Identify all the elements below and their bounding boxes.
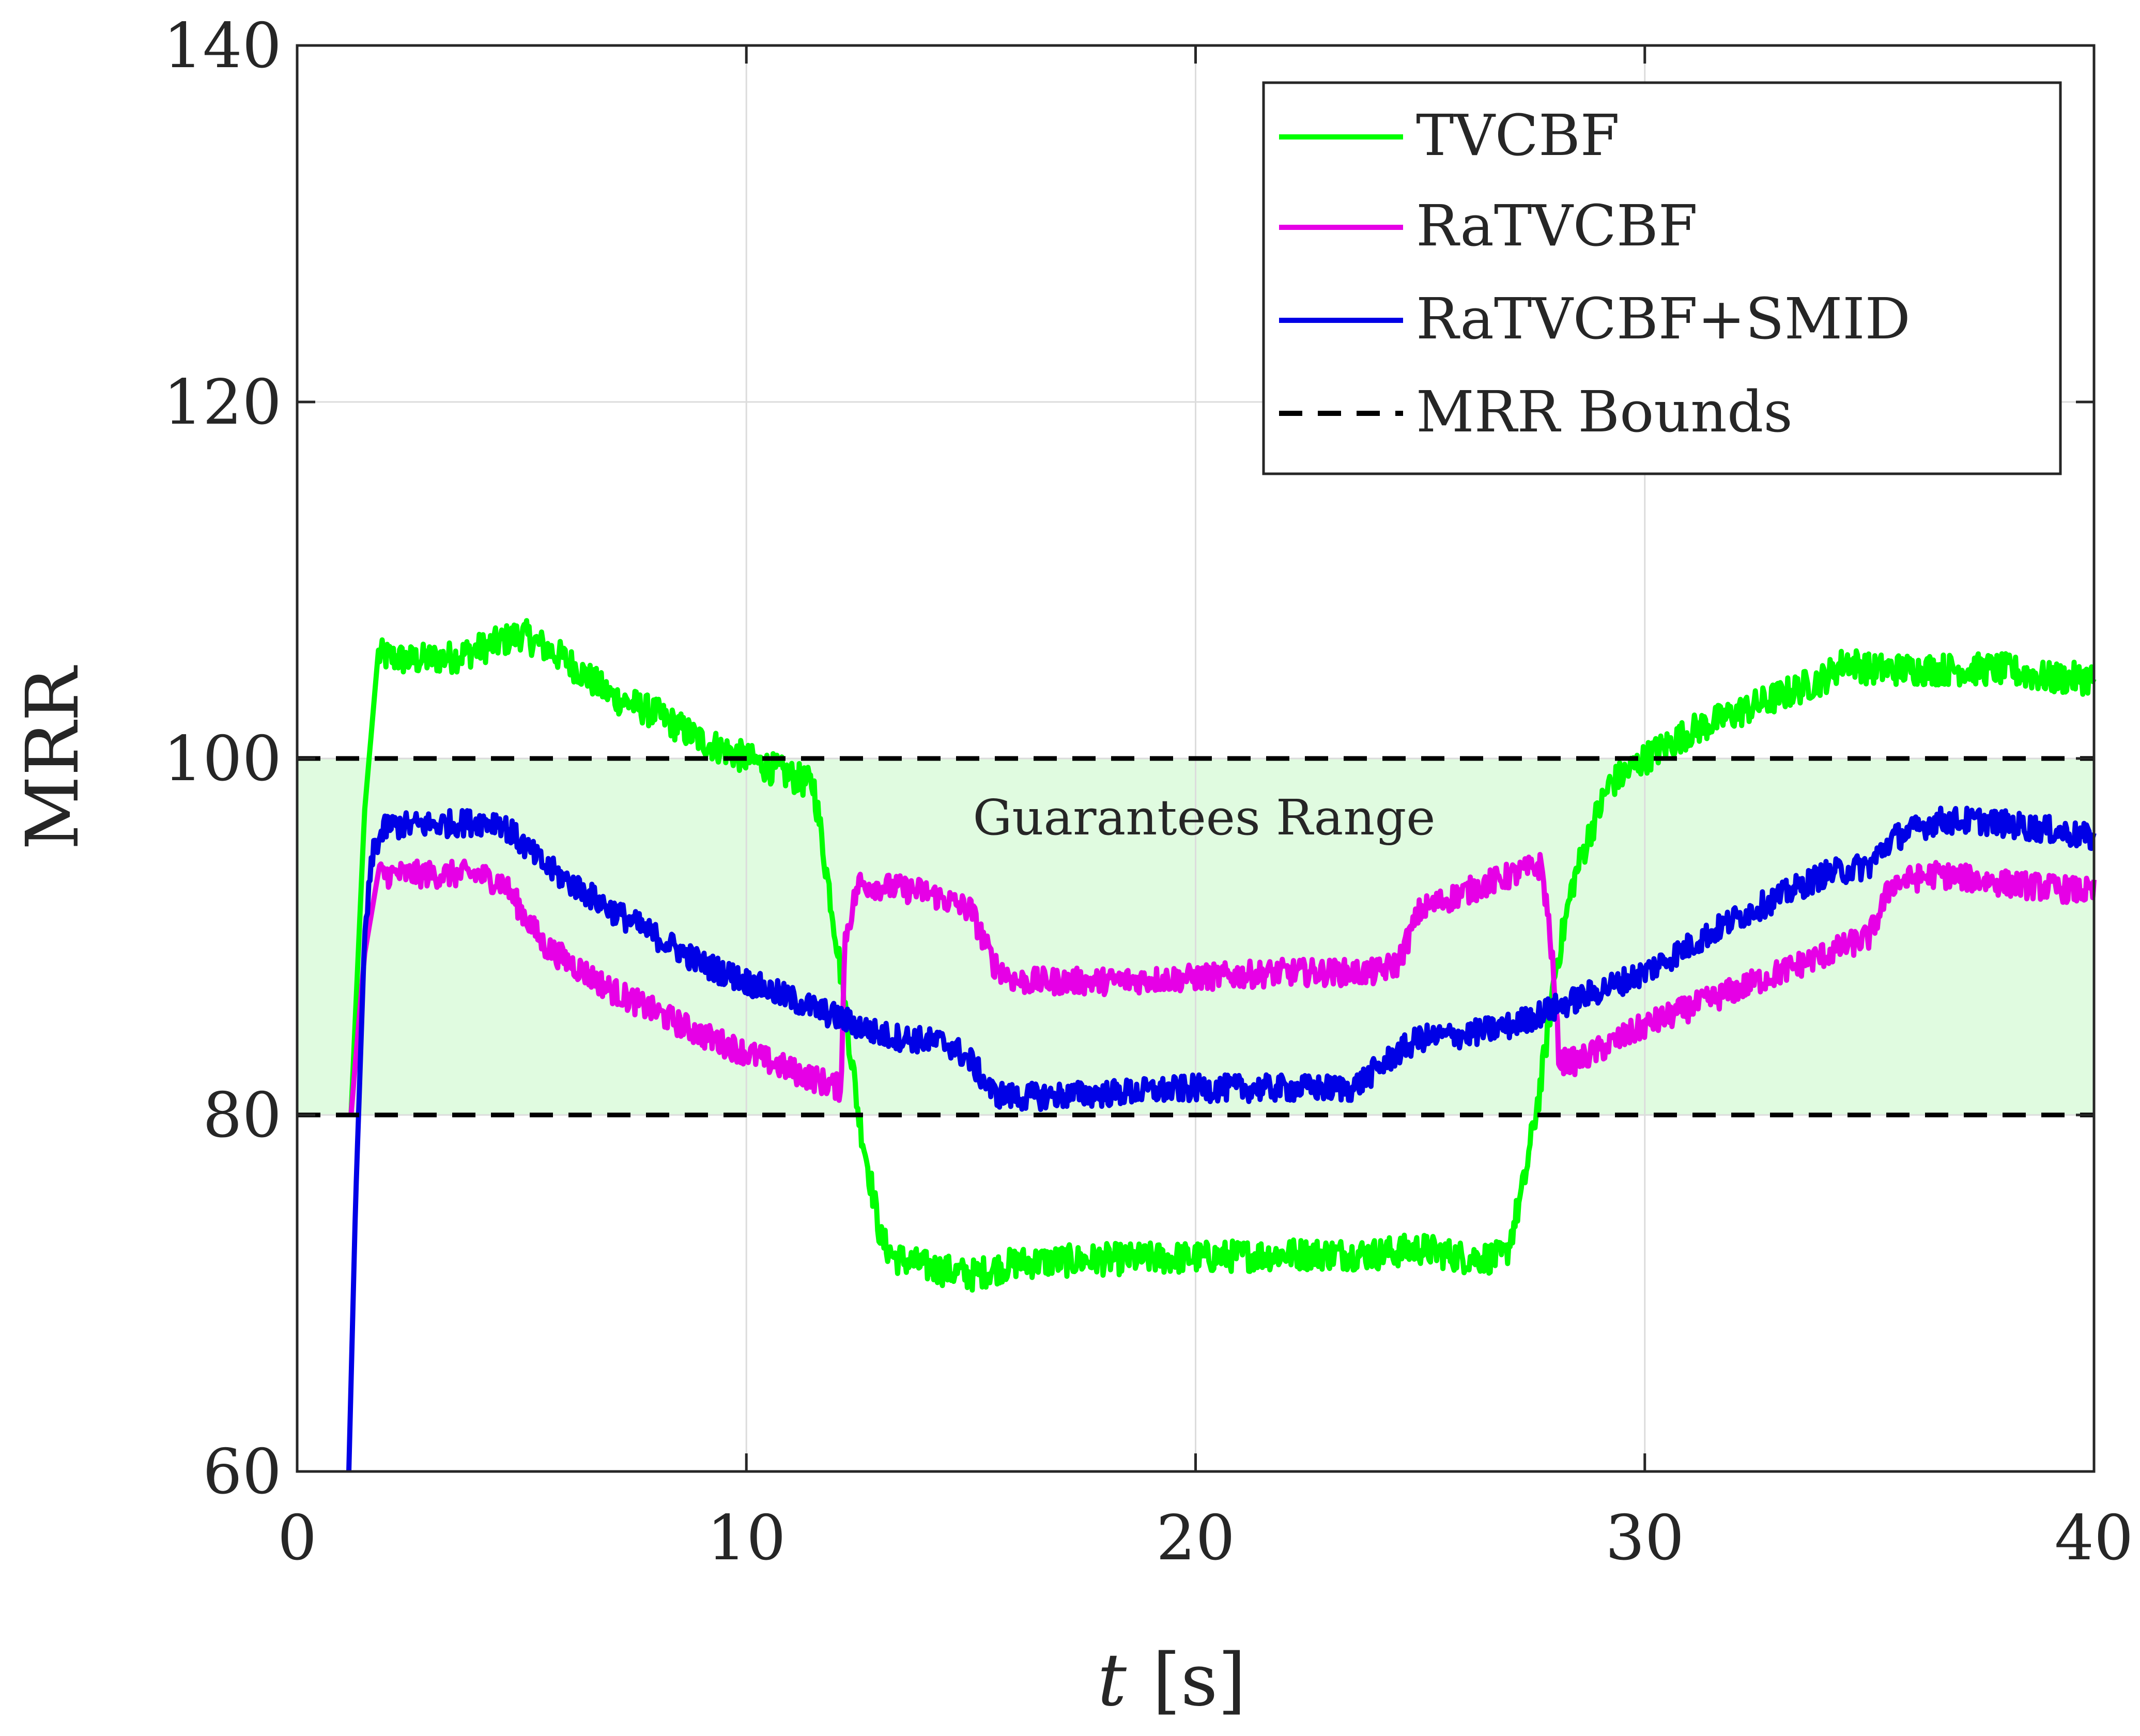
x-axis-unit: [s] <box>1152 1638 1246 1723</box>
series-line-tvcbf <box>348 618 2097 1293</box>
x-axis-variable: t <box>1098 1638 1127 1723</box>
x-tick-label: 0 <box>278 1502 317 1574</box>
y-axis-label: MRR <box>11 665 95 850</box>
legend-label-tvcbf: TVCBF <box>1416 102 1620 168</box>
legend-label-ratvcbf-smid: RaTVCBF+SMID <box>1416 286 1911 352</box>
band-label: Guarantees Range <box>973 789 1435 846</box>
legend: TVCBF RaTVCBF RaTVCBF+SMID MRR Bounds <box>1262 81 2062 475</box>
y-tick-label: 120 <box>163 367 282 439</box>
series-line-ratvcbf-smid <box>346 805 2097 1472</box>
series-line-ratvcbf <box>348 851 2097 1115</box>
x-axis-label: t [s] <box>1098 1638 1246 1723</box>
y-tick-label: 80 <box>203 1080 282 1152</box>
x-tick-label: 10 <box>707 1502 786 1574</box>
legend-label-mrr-bounds: MRR Bounds <box>1416 379 1793 445</box>
x-tick-label: 30 <box>1605 1502 1684 1574</box>
x-tick-label: 40 <box>2055 1502 2134 1574</box>
x-tick-label: 20 <box>1156 1502 1235 1574</box>
legend-box <box>1262 81 2062 475</box>
y-tick-label: 140 <box>163 10 282 82</box>
y-tick-label: 60 <box>203 1436 282 1508</box>
y-tick-label: 100 <box>163 723 282 795</box>
legend-label-ratvcbf: RaTVCBF <box>1416 193 1698 259</box>
